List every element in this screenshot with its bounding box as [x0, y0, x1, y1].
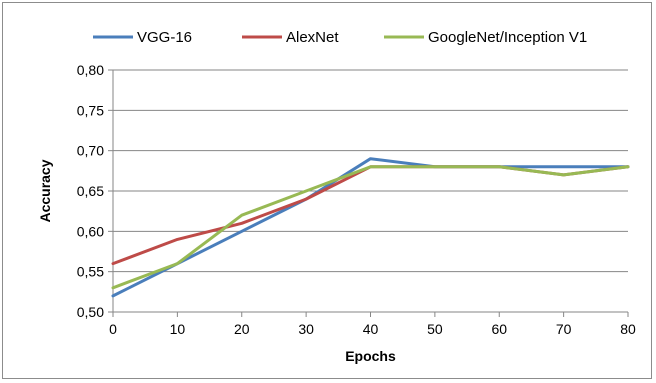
y-tick-label: 0,50 — [77, 304, 104, 320]
legend-label: VGG-16 — [137, 29, 192, 46]
y-tick-label: 0,60 — [77, 223, 104, 239]
y-axis-title: Accuracy — [37, 159, 53, 222]
legend-label: GoogleNet/Inception V1 — [428, 29, 587, 46]
series-lines — [111, 157, 630, 298]
x-tick-label: 70 — [556, 321, 572, 337]
x-tick-label: 60 — [491, 321, 507, 337]
x-tick-label: 0 — [109, 321, 117, 337]
y-tick-label: 0,70 — [77, 143, 104, 159]
y-tick-label: 0,65 — [77, 183, 104, 199]
x-tick-label: 30 — [298, 321, 314, 337]
series-line-3 — [111, 165, 630, 290]
x-tick-label: 80 — [620, 321, 636, 337]
x-tick-label: 10 — [170, 321, 186, 337]
x-axis-title: Epochs — [345, 348, 396, 364]
x-tick-label: 20 — [234, 321, 250, 337]
x-tick-label: 50 — [427, 321, 443, 337]
grid-lines — [113, 69, 628, 273]
axes: 0,50 0,55 0,60 0,65 0,70 0,75 0,80 0 10 20 30 40 50 6… — [77, 62, 636, 337]
legend: VGG-16 AlexNet GoogleNet/Inception V1 — [93, 29, 587, 46]
legend-label: AlexNet — [286, 29, 339, 46]
y-tick-label: 0,75 — [77, 102, 104, 118]
y-tick-label: 0,80 — [77, 62, 104, 78]
series-line-2 — [111, 165, 630, 266]
y-tick-label: 0,55 — [77, 264, 104, 280]
series-line-1 — [111, 157, 630, 298]
x-tick-label: 40 — [363, 321, 379, 337]
